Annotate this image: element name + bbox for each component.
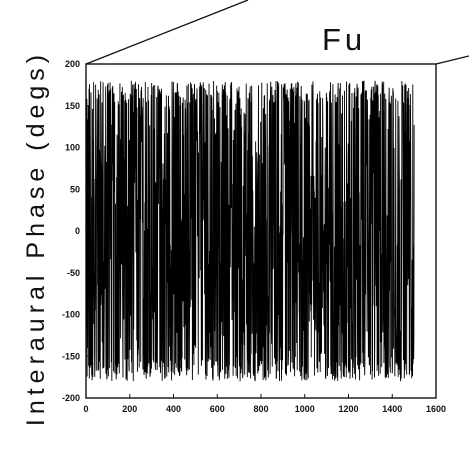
y-tick-label: 200 [65, 59, 80, 69]
x-tick-label: 1000 [295, 404, 315, 414]
x-tick-label: 400 [166, 404, 181, 414]
x-tick-label: 1600 [426, 404, 446, 414]
y-tick-label: -200 [62, 393, 80, 403]
y-tick-label: 150 [65, 101, 80, 111]
x-tick-label: 200 [122, 404, 137, 414]
series-group [85, 80, 415, 382]
perspective-line-right [435, 55, 469, 65]
x-tick-label: 1200 [338, 404, 358, 414]
y-axis-ticks: 200 150 100 50 0 -50 -100 -150 -200 [62, 59, 90, 403]
y-tick-label: 50 [70, 184, 80, 194]
x-tick-label: 800 [253, 404, 268, 414]
x-axis-ticks: 0 200 400 600 800 1000 1200 1400 1600 [83, 394, 446, 414]
y-tick-label: 100 [65, 143, 80, 153]
series-line [85, 80, 415, 382]
x-tick-label: 1400 [382, 404, 402, 414]
y-axis-label: Interaural Phase (degs) [22, 50, 50, 426]
y-tick-label: -150 [62, 351, 80, 361]
y-tick-label: -50 [67, 268, 80, 278]
x-tick-label: 600 [210, 404, 225, 414]
perspective-line-left [85, 0, 249, 65]
chart-title: Fu [322, 22, 366, 57]
y-tick-label: -100 [62, 310, 80, 320]
x-tick-label: 0 [83, 404, 88, 414]
y-tick-label: 0 [75, 226, 80, 236]
